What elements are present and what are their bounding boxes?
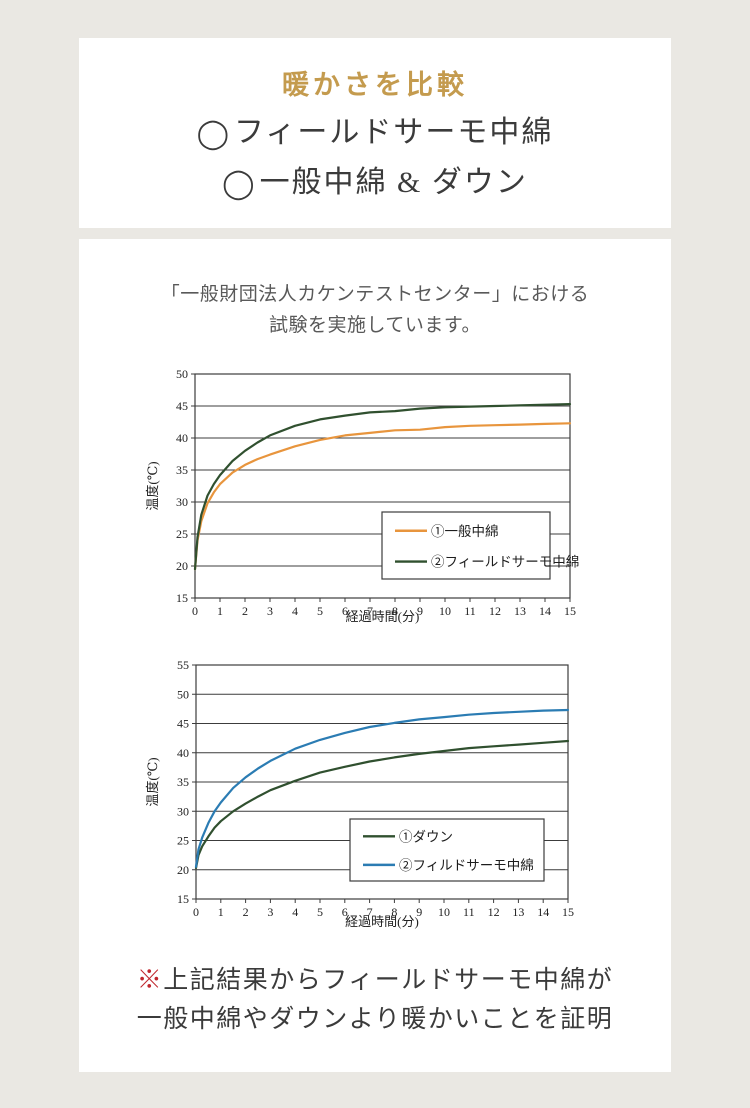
x-tick-label: 3 <box>267 905 273 919</box>
x-tick-label: 4 <box>292 604 298 618</box>
y-tick-label: 50 <box>176 367 188 381</box>
legend-label: ②フィールドサーモ中綿 <box>431 555 579 570</box>
x-tick-label: 1 <box>217 604 223 618</box>
y-tick-label: 40 <box>177 746 189 760</box>
legend-label: ②フィルドサーモ中綿 <box>399 858 534 873</box>
comparison-header-card: 暖かさを比較 ◯ フィールドサーモ中綿 ◯ 一般中綿 & ダウン <box>79 38 671 228</box>
circle-bullet-icon: ◯ <box>196 118 232 150</box>
compare-item-label: フィールドサーモ中綿 <box>234 116 554 149</box>
x-tick-label: 5 <box>317 905 323 919</box>
x-tick-label: 11 <box>464 604 476 618</box>
conclusion-text: ※上記結果からフィールドサーモ中綿が 一般中綿やダウンより暖かいことを証明 <box>79 961 671 1039</box>
y-tick-label: 40 <box>176 431 188 445</box>
test-report-card: 「一般財団法人カケンテストセンター」における 試験を実施しています。 15 20 2… <box>79 239 671 1072</box>
x-tick-label: 7 <box>367 604 373 618</box>
y-tick-label: 15 <box>177 892 189 906</box>
x-tick-label: 0 <box>193 905 199 919</box>
chart-series-line <box>193 422 572 571</box>
legend-label: ①一般中綿 <box>431 524 499 539</box>
compare-item-general-down: ◯ 一般中綿 & ダウン <box>79 165 671 202</box>
x-tick-label: 10 <box>439 604 451 618</box>
y-tick-label: 45 <box>177 717 189 731</box>
compare-item-field-thermo: ◯ フィールドサーモ中綿 <box>79 115 671 152</box>
x-tick-label: 15 <box>564 604 576 618</box>
test-center-note-line2: 試験を実施しています。 <box>268 315 482 336</box>
y-tick-label: 30 <box>177 804 189 818</box>
x-tick-label: 5 <box>317 604 323 618</box>
chart-general-vs-fieldthermo: 15 20 25 30 35 40 45 50 0 1 2 3 4 5 6 7 8 9 10 11 12 13 14 15 経過… <box>135 361 585 636</box>
conclusion-line2: 一般中綿やダウンより暖かいことを証明 <box>136 1006 614 1033</box>
x-tick-label: 12 <box>488 905 500 919</box>
chart-series-line <box>194 708 570 868</box>
x-tick-label: 10 <box>438 905 450 919</box>
x-tick-label: 6 <box>342 905 348 919</box>
x-tick-label: 13 <box>514 604 526 618</box>
asterisk-mark-icon: ※ <box>136 967 164 994</box>
y-tick-label: 15 <box>176 591 188 605</box>
chart-legend <box>349 818 545 882</box>
x-axis-label: 経過時間(分) <box>345 914 419 929</box>
x-tick-label: 2 <box>243 905 249 919</box>
y-tick-label: 25 <box>176 527 188 541</box>
x-tick-label: 9 <box>416 905 422 919</box>
y-tick-label: 35 <box>176 463 188 477</box>
y-tick-label: 45 <box>176 399 188 413</box>
legend-label: ①ダウン <box>399 829 453 844</box>
y-axis-label: 温度(℃) <box>145 461 160 510</box>
x-tick-label: 8 <box>391 905 397 919</box>
y-tick-label: 20 <box>177 863 189 877</box>
y-tick-label: 55 <box>177 658 189 672</box>
test-center-note: 「一般財団法人カケンテストセンター」における 試験を実施しています。 <box>79 279 671 341</box>
chart-down-vs-fieldthermo: 15 20 25 30 35 40 45 50 55 0 1 2 3 4 5 6 7 8 9 10 11 12 13 14 15… <box>135 651 585 941</box>
y-axis-label: 温度(℃) <box>145 757 160 806</box>
x-axis-label: 経過時間(分) <box>346 609 420 624</box>
x-tick-label: 11 <box>463 905 475 919</box>
chart-series-line <box>194 739 570 870</box>
x-tick-label: 0 <box>192 604 198 618</box>
chart-legend <box>381 511 551 580</box>
x-tick-label: 8 <box>392 604 398 618</box>
conclusion-line1: 上記結果からフィールドサーモ中綿が <box>163 967 614 994</box>
x-tick-label: 15 <box>562 905 574 919</box>
test-center-note-line1: 「一般財団法人カケンテストセンター」における <box>160 284 590 305</box>
x-tick-label: 7 <box>367 905 373 919</box>
x-tick-label: 1 <box>218 905 224 919</box>
x-tick-label: 4 <box>292 905 298 919</box>
y-tick-label: 50 <box>177 687 189 701</box>
x-tick-label: 13 <box>512 905 524 919</box>
circle-bullet-icon: ◯ <box>222 168 257 200</box>
x-tick-label: 9 <box>417 604 423 618</box>
x-tick-label: 12 <box>489 604 501 618</box>
chart-series-line <box>193 402 572 571</box>
section-title: 暖かさを比較 <box>282 70 468 100</box>
y-tick-label: 25 <box>177 834 189 848</box>
plot-border <box>194 373 571 599</box>
y-tick-label: 30 <box>176 495 188 509</box>
compare-item-label: 一般中綿 & ダウン <box>259 166 528 199</box>
x-tick-label: 2 <box>242 604 248 618</box>
y-tick-label: 35 <box>177 775 189 789</box>
plot-border <box>195 664 569 900</box>
x-tick-label: 14 <box>539 604 551 618</box>
x-tick-label: 6 <box>342 604 348 618</box>
x-tick-label: 3 <box>267 604 273 618</box>
y-tick-label: 20 <box>176 559 188 573</box>
x-tick-label: 14 <box>537 905 549 919</box>
